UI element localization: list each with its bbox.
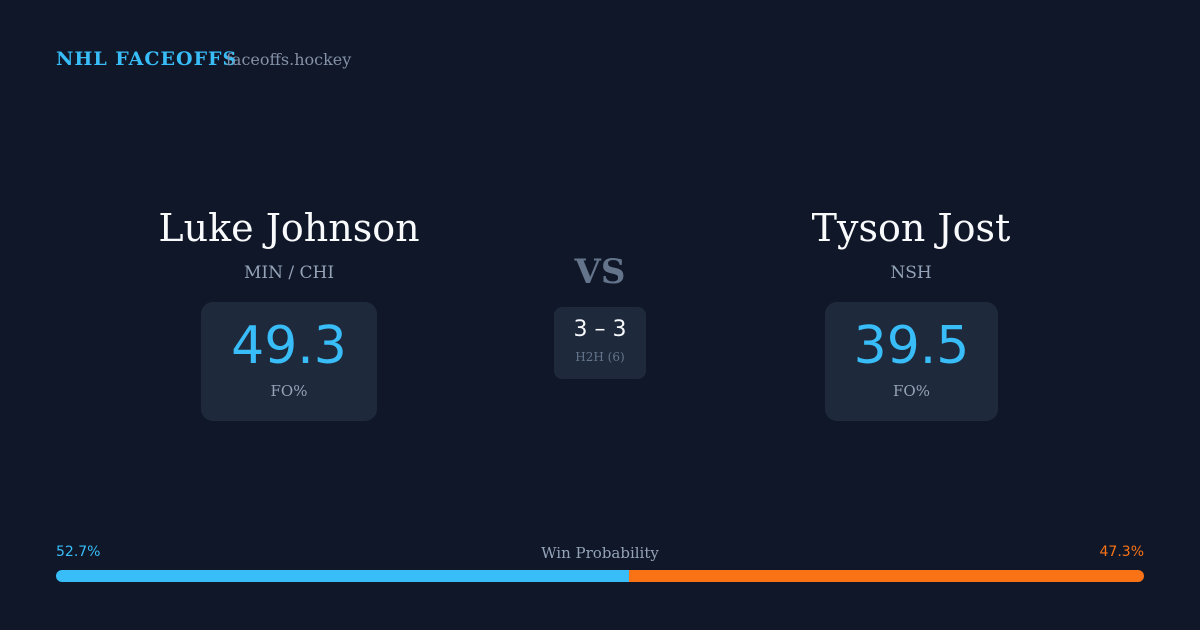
player-team: MIN / CHI [243,263,335,283]
player-name: Luke Johnson [158,206,420,250]
stat-value: 49.3 [231,316,347,376]
h2h-record: 3 – 3 [573,317,627,342]
brand: NHL FACEOFFS [56,48,238,70]
left-probability: 52.7% [56,544,101,560]
probability-bar [56,570,1144,582]
right-segment [629,570,1144,582]
stat-label: FO% [893,382,930,400]
stat-value: 39.5 [853,316,970,376]
player-name: Tyson Jost [811,206,1011,250]
h2h-label: H2H (6) [575,350,625,364]
player-team: NSH [890,263,932,283]
stat-label: FO% [270,382,308,400]
stat-card: 49.3 FO% [201,302,377,421]
versus: VS [574,252,626,292]
stat-card: 39.5 FO% [825,302,998,421]
h2h-card: 3 – 3 H2H (6) [554,307,646,379]
probability-title: Win Probability [541,544,659,562]
site-url[interactable]: faceoffs.hockey [226,50,352,69]
left-segment [56,570,630,582]
right-probability: 47.3% [1099,544,1144,560]
